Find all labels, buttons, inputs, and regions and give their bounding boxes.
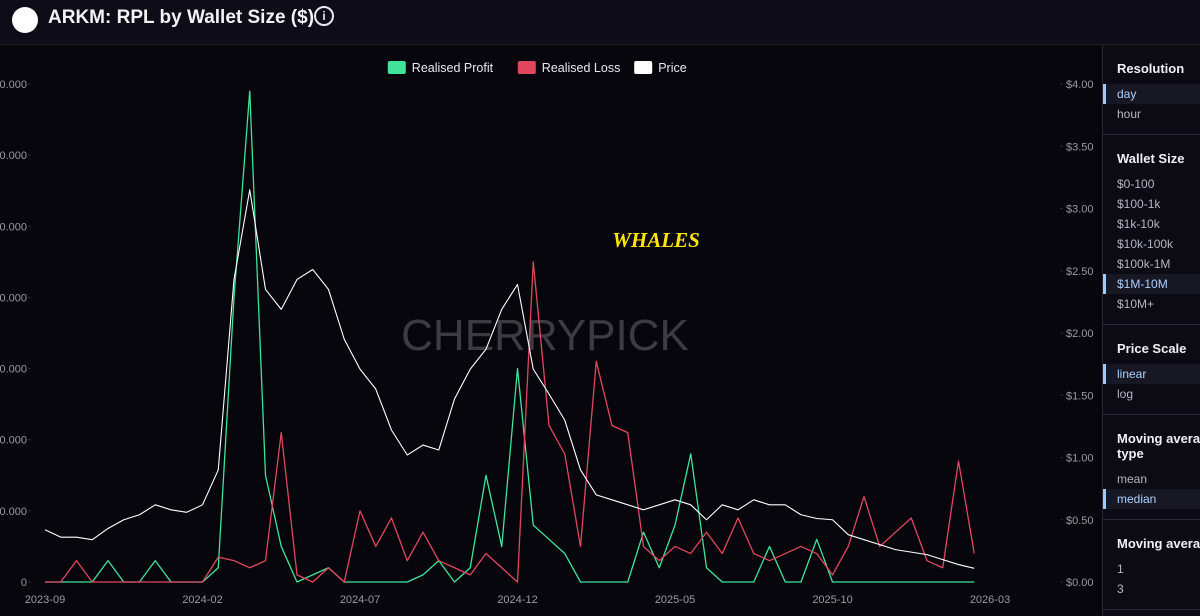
- section-title: Moving average: [1117, 536, 1200, 551]
- legend-swatch: [387, 61, 406, 74]
- y2-tick-label: $2.50: [1066, 266, 1094, 278]
- y-tick-label: 30.000: [0, 364, 27, 376]
- y2-tick-label: $0.00: [1066, 577, 1094, 589]
- section-title: Price Scale: [1117, 341, 1187, 356]
- info-icon[interactable]: i: [314, 6, 334, 26]
- y2-tick-label: $1.00: [1066, 453, 1094, 465]
- y2-tick-label: $3.00: [1066, 204, 1094, 216]
- option[interactable]: log: [1117, 387, 1134, 401]
- option[interactable]: $0-100: [1117, 177, 1155, 191]
- top-bar: ARKM: RPL by Wallet Size ($) i: [0, 0, 1200, 45]
- settings-section: Price Scale linear log: [1103, 325, 1200, 415]
- settings-section: Wallet Size $0-100 $100-1k $1k-10k $10k-100k…: [1103, 135, 1200, 325]
- y2-tick-label: $2.00: [1066, 328, 1094, 340]
- watermark: CHERRYPICK: [401, 311, 689, 360]
- x-tick-label: 2025-10: [812, 594, 852, 606]
- x-tick-label: 2026-03: [970, 594, 1010, 606]
- section-title: Resolution: [1117, 61, 1185, 76]
- option[interactable]: $10k-100k: [1117, 237, 1174, 251]
- y-tick-label: 20.000: [0, 435, 27, 447]
- x-tick-label: 2025-05: [655, 594, 695, 606]
- x-tick-label: 2024-12: [497, 594, 537, 606]
- plot-background: [0, 45, 1100, 616]
- logo: [12, 7, 38, 33]
- y2-tick-label: $0.50: [1066, 515, 1094, 527]
- y2-tick-label: $3.50: [1066, 141, 1094, 153]
- option[interactable]: $100-1k: [1117, 197, 1161, 211]
- option[interactable]: linear: [1103, 364, 1200, 384]
- y2-tick-label: $1.50: [1066, 390, 1094, 402]
- option[interactable]: $100k-1M: [1117, 257, 1171, 271]
- y-tick-label: 70.000: [0, 79, 27, 91]
- option[interactable]: hour: [1117, 107, 1142, 121]
- option[interactable]: 1: [1117, 562, 1124, 576]
- legend-swatch: [634, 61, 653, 74]
- legend-swatch: [517, 61, 536, 74]
- y-tick-label: 60.000: [0, 150, 27, 162]
- page-title: ARKM: RPL by Wallet Size ($): [48, 7, 315, 28]
- section-title: Moving average type: [1117, 431, 1200, 461]
- y-tick-label: 10.000: [0, 506, 27, 518]
- y-tick-label: 40.000: [0, 292, 27, 304]
- legend-label: Price: [658, 61, 687, 75]
- option[interactable]: $1M-10M: [1103, 274, 1200, 294]
- y-tick-label: 50.000: [0, 221, 27, 233]
- y-tick-label: 0: [21, 577, 27, 589]
- option[interactable]: $10M+: [1117, 297, 1155, 311]
- settings-section: Moving average 1 3: [1103, 520, 1200, 610]
- option[interactable]: median: [1103, 489, 1200, 509]
- x-tick-label: 2024-02: [182, 594, 222, 606]
- x-tick-label: 2023-09: [25, 594, 65, 606]
- option[interactable]: mean: [1117, 472, 1148, 486]
- series-line: [44, 189, 975, 569]
- chart: CHERRYPICK WHALES 0 10.000 20.000 30.000 40.00…: [0, 45, 1100, 616]
- legend-label: Realised Loss: [542, 61, 621, 75]
- settings-section: Moving average type mean median: [1103, 415, 1200, 520]
- sidebar: Resolution day hour Wallet Size $0-100 $100-1…: [1102, 45, 1200, 616]
- y2-tick-label: $4.00: [1066, 79, 1094, 91]
- annotation: WHALES: [612, 228, 700, 252]
- option[interactable]: 3: [1117, 582, 1124, 596]
- series-line: [45, 261, 975, 583]
- x-tick-label: 2024-07: [340, 594, 380, 606]
- option[interactable]: day: [1103, 84, 1200, 104]
- option[interactable]: $1k-10k: [1117, 217, 1160, 231]
- settings-section: Resolution day hour: [1103, 45, 1200, 135]
- legend-label: Realised Profit: [412, 61, 494, 75]
- section-title: Wallet Size: [1117, 151, 1185, 166]
